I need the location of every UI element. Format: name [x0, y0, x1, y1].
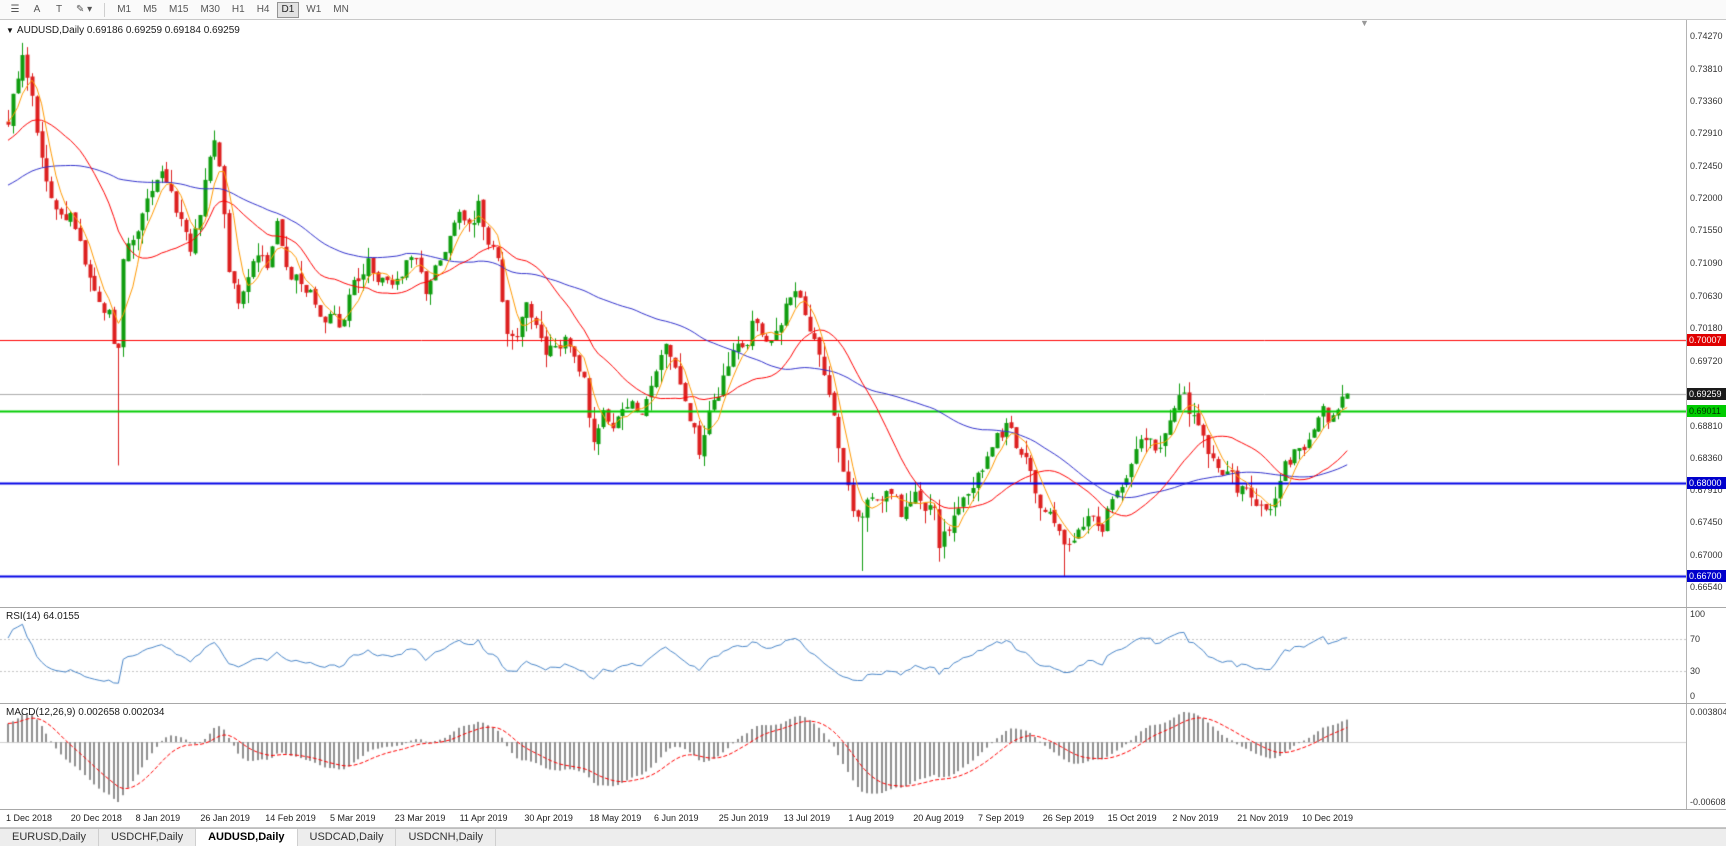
date-tick: 5 Mar 2019 — [330, 813, 376, 823]
macd-axis[interactable]: 0.003804 -0.006087 — [1686, 704, 1726, 809]
chart-tab-usdchf[interactable]: USDCHF,Daily — [98, 829, 197, 846]
date-tick: 18 May 2019 — [589, 813, 642, 823]
rsi-axis[interactable]: 100 70 30 0 — [1686, 608, 1726, 703]
date-tick: 2 Nov 2019 — [1172, 813, 1219, 823]
price-tick: 0.70180 — [1690, 323, 1723, 333]
toolbar-separator — [104, 2, 106, 17]
macd-label: MACD(12,26,9) 0.002658 0.002034 — [6, 707, 165, 718]
chart-tab-eurusd[interactable]: EURUSD,Daily — [0, 829, 99, 846]
rsi-label: RSI(14) 64.0155 — [6, 611, 80, 622]
chart-tab-audusd[interactable]: AUDUSD,Daily — [196, 829, 298, 846]
timeframe-m5-button[interactable]: M5 — [143, 3, 157, 15]
date-tick: 23 Mar 2019 — [394, 813, 446, 823]
price-tick: 0.72000 — [1690, 193, 1723, 203]
rsi-tick: 70 — [1690, 634, 1701, 644]
date-tick: 1 Aug 2019 — [848, 813, 894, 823]
date-tick: 13 Jul 2019 — [783, 813, 831, 823]
chart-tab-usdcnh[interactable]: USDCNH,Daily — [396, 829, 497, 846]
date-tick: 6 Jun 2019 — [654, 813, 699, 823]
macd-pane: MACD(12,26,9) 0.002658 0.002034 0.003804… — [0, 704, 1726, 810]
price-tick: 0.71550 — [1690, 225, 1723, 235]
annotation-a-button[interactable]: A — [33, 3, 41, 15]
price-tag-0.69011: 0.69011 — [1687, 405, 1726, 417]
price-chart-canvas[interactable] — [0, 20, 1686, 606]
timeframe-m1-button[interactable]: M1 — [117, 3, 132, 15]
date-tick: 1 Dec 2018 — [6, 813, 53, 823]
main-chart-pane: ▼ AUDUSD,Daily 0.69186 0.69259 0.69184 0.… — [0, 18, 1726, 608]
price-tag-0.69259: 0.69259 — [1687, 388, 1726, 400]
main-price-axis[interactable]: 0.74270 0.73810 0.73360 0.72910 0.72450 0.720… — [1686, 20, 1726, 607]
rsi-tick: 30 — [1690, 666, 1701, 676]
chart-tab-usdcad[interactable]: USDCAD,Daily — [297, 829, 397, 846]
date-tick: 26 Jan 2019 — [200, 813, 250, 823]
price-tick: 0.69720 — [1690, 356, 1723, 366]
chart-shift-marker-icon[interactable]: ▼ — [1360, 18, 1369, 28]
macd-tick: 0.003804 — [1690, 707, 1726, 717]
date-tick: 20 Aug 2019 — [913, 813, 964, 823]
price-tick: 0.72450 — [1690, 161, 1723, 171]
date-tick: 20 Dec 2018 — [70, 813, 122, 823]
tab-bar: EURUSD,Daily USDCHF,Daily AUDUSD,Daily USDC… — [0, 828, 1726, 846]
timeframe-h1-button[interactable]: H1 — [231, 3, 245, 15]
price-tick: 0.67450 — [1690, 517, 1723, 527]
price-tick: 0.73360 — [1690, 96, 1723, 106]
price-tag-0.68000: 0.68000 — [1687, 477, 1726, 489]
price-tick: 0.70630 — [1690, 291, 1723, 301]
date-tick: 21 Nov 2019 — [1237, 813, 1289, 823]
macd-chart-canvas[interactable] — [0, 704, 1686, 808]
date-axis[interactable]: 1 Dec 2018 20 Dec 2018 8 Jan 2019 26 Jan 20… — [0, 810, 1726, 828]
annotation-t-button[interactable]: T — [55, 3, 63, 15]
ohlc-header-text: AUDUSD,Daily 0.69186 0.69259 0.69184 0.6… — [16, 25, 240, 36]
timeframe-m15-button[interactable]: M15 — [169, 3, 189, 15]
price-tick: 0.72910 — [1690, 128, 1723, 138]
price-tick: 0.67910 — [1690, 485, 1723, 495]
date-tick: 8 Jan 2019 — [135, 813, 181, 823]
macd-tick: -0.006087 — [1690, 797, 1726, 807]
timeframe-h4-button[interactable]: H4 — [256, 3, 270, 15]
price-tag-0.66700: 0.66700 — [1687, 570, 1726, 582]
ohlc-header: ▼ AUDUSD,Daily 0.69186 0.69259 0.69184 0.… — [6, 25, 240, 36]
rsi-tick: 0 — [1690, 691, 1696, 701]
date-tick: 11 Apr 2019 — [459, 813, 508, 823]
timeframe-d1-button[interactable]: D1 — [276, 1, 300, 18]
date-tick: 15 Oct 2019 — [1107, 813, 1157, 823]
timeframe-mn-button[interactable]: MN — [333, 3, 349, 15]
rsi-pane: RSI(14) 64.0155 100 70 30 0 — [0, 608, 1726, 704]
chart-objects-button[interactable]: ☰ — [10, 3, 20, 15]
draw-tools-button[interactable]: ✎ ▾ — [76, 3, 93, 15]
date-tick: 14 Feb 2019 — [265, 813, 316, 823]
timeframe-m30-button[interactable]: M30 — [200, 3, 220, 15]
rsi-chart-canvas[interactable] — [0, 608, 1686, 702]
price-tick: 0.74270 — [1690, 31, 1723, 41]
date-tick: 10 Dec 2019 — [1302, 813, 1354, 823]
rsi-tick: 100 — [1690, 609, 1706, 619]
toolbar-tools: ☰ A T ✎ ▾ — [4, 2, 98, 18]
price-tick: 0.67000 — [1690, 550, 1723, 560]
price-tick: 0.68360 — [1690, 453, 1723, 463]
price-tick: 0.66540 — [1690, 582, 1723, 592]
price-tick: 0.71090 — [1690, 258, 1723, 268]
date-tick: 26 Sep 2019 — [1042, 813, 1094, 823]
date-tick: 25 Jun 2019 — [718, 813, 769, 823]
date-tick: 30 Apr 2019 — [524, 813, 573, 823]
toolbar: ☰ A T ✎ ▾ M1 M5 M15 M30 H1 H4 D1 W1 MN — [0, 0, 1726, 20]
timeframe-w1-button[interactable]: W1 — [306, 3, 322, 15]
price-tag-0.70007: 0.70007 — [1687, 334, 1726, 346]
price-tick: 0.68810 — [1690, 421, 1723, 431]
date-tick: 7 Sep 2019 — [978, 813, 1025, 823]
price-tick: 0.73810 — [1690, 64, 1723, 74]
symbol-dropdown-icon[interactable]: ▼ — [6, 26, 14, 35]
timeframe-bar: M1 M5 M15 M30 H1 H4 D1 W1 MN — [111, 1, 355, 18]
